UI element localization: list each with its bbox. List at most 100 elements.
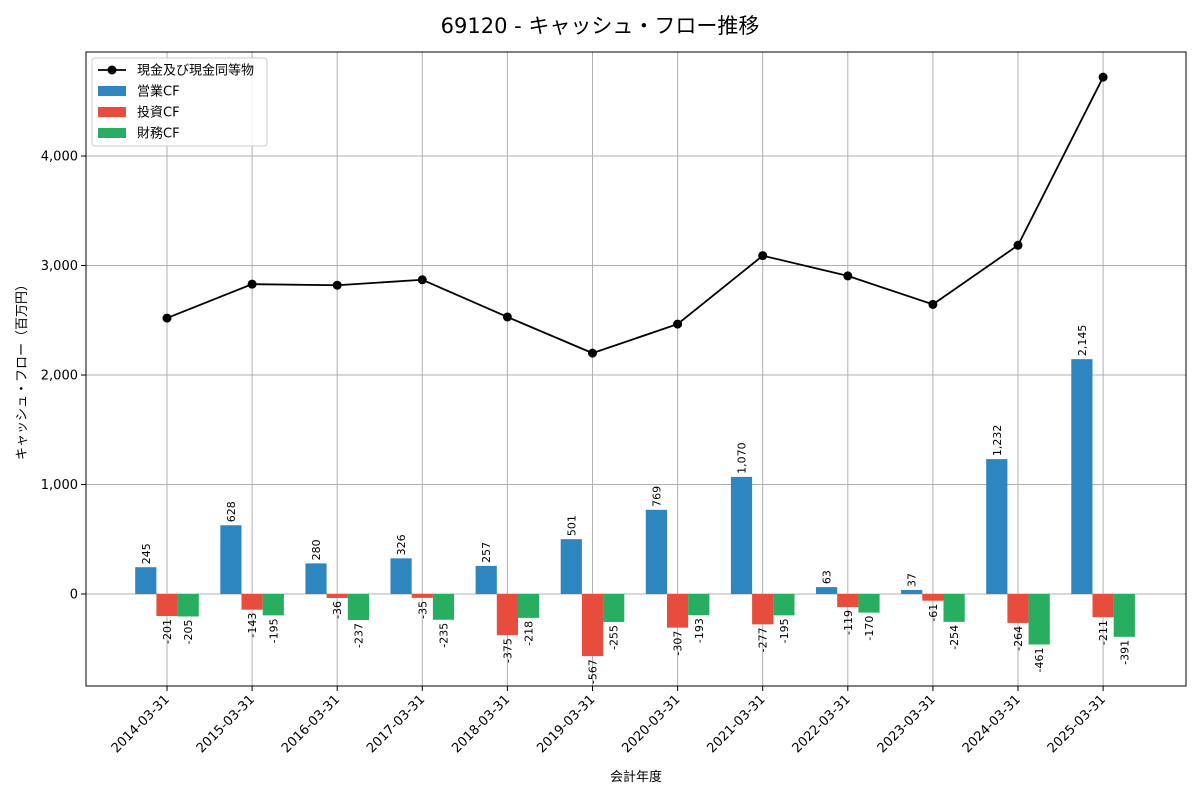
cash-line-point [588,348,597,358]
cash-line-point [673,319,683,329]
y-tick-label: 0 [70,588,78,603]
bar-value-label: -567 [587,659,600,684]
bar-value-label: -195 [267,618,280,643]
bar-value-label: -193 [693,618,706,643]
legend-swatch [98,128,126,138]
x-tick-label: 2014-03-31 [109,692,173,756]
bar-value-label: -201 [161,619,174,644]
legend-marker [107,65,117,75]
bar-investing [156,594,178,617]
cash-line-point [928,299,938,309]
legend-box [91,57,268,147]
bar-financing [518,594,540,618]
bar-value-label: 63 [821,570,834,584]
bar-financing [1113,594,1135,637]
bar-financing [858,594,880,613]
bar-value-label: -211 [1097,620,1110,645]
cash-line-point [162,313,172,323]
bar-investing [241,594,263,610]
bar-financing [347,594,369,620]
y-axis-label: キャッシュ・フロー（百万円） [15,278,30,460]
x-tick-label: 2022-03-31 [790,692,854,756]
bar-value-label: -143 [246,613,259,638]
y-tick-label: 4,000 [41,150,78,165]
bar-investing [1007,594,1029,623]
bar-operating [730,476,753,595]
bar-value-label: 1,070 [736,442,749,474]
bar-value-label: -391 [1118,640,1131,665]
bar-investing [837,594,859,608]
x-tick-label: 2021-03-31 [704,692,768,756]
chart-title: 69120 - キャッシュ・フロー推移 [441,14,760,38]
x-tick-label: 2019-03-31 [534,692,598,756]
bar-financing [773,594,795,616]
grid [86,52,1186,686]
bar-value-label: -237 [352,623,365,648]
bar-financing [432,594,455,620]
bar-value-label: -36 [331,601,344,619]
bars [135,359,1135,657]
bar-value-label: -119 [842,610,855,635]
bar-operating [901,589,923,595]
legend-label: 財務CF [137,127,180,142]
cash-line [162,72,1108,358]
bar-financing [177,594,199,617]
bar-financing [603,594,625,622]
bar-value-label: -61 [927,604,940,622]
bar-investing [922,594,944,601]
bar-investing [667,594,689,628]
legend-label: 現金及び現金同等物 [137,63,254,79]
cash-line-point [417,275,427,285]
bar-operating [390,558,412,595]
cash-line-point [758,251,768,261]
x-tick-label: 2018-03-31 [449,692,513,756]
legend-swatch [98,86,126,96]
x-tick-label: 2016-03-31 [279,692,343,756]
bar-value-label: 2,145 [1076,325,1089,357]
cash-line-path [166,76,1104,355]
y-tick-label: 2,000 [41,369,78,384]
bar-value-label: -255 [608,625,621,650]
x-tick-label: 2024-03-31 [960,692,1024,756]
x-tick-label: 2017-03-31 [364,692,428,756]
x-tick-label: 2023-03-31 [875,692,939,756]
bar-value-label: 501 [565,515,578,536]
bar-value-label: -307 [672,631,685,656]
x-tick-label: 2020-03-31 [619,692,683,756]
bar-investing [581,594,604,657]
bar-value-label: -218 [523,621,536,646]
x-tick-label: 2025-03-31 [1045,692,1109,756]
bar-operating [220,525,242,595]
bar-value-label: -195 [778,618,791,643]
bar-operating [135,567,157,595]
bar-value-label: 769 [650,486,663,507]
bar-value-label: -205 [182,619,195,644]
cash-line-point [1098,72,1108,82]
x-axis-label: 会計年度 [610,769,662,785]
bar-value-label: 628 [225,501,238,522]
bar-value-label: -461 [1033,647,1046,672]
bar-investing [752,594,774,625]
bar-value-label: 245 [140,543,153,564]
bar-financing [688,594,710,616]
bar-financing [943,594,965,622]
bar-financing [262,594,284,616]
cash-line-point [502,312,512,322]
bar-financing [1028,594,1050,645]
y-tick-label: 3,000 [41,259,78,274]
bar-value-label: 280 [310,539,323,560]
bar-operating [475,565,497,595]
bar-value-label: -170 [863,616,876,641]
bar-value-label: 37 [906,573,919,587]
bar-value-label: 257 [480,542,493,563]
plot-frame [85,51,1187,687]
bar-value-label: -254 [948,625,961,650]
bar-operating [560,539,582,595]
bar-investing [1092,594,1114,618]
legend-label: 営業CF [137,84,180,100]
bar-investing [326,594,348,598]
bar-value-label: -277 [757,627,770,652]
cash-line-point [1013,240,1023,250]
